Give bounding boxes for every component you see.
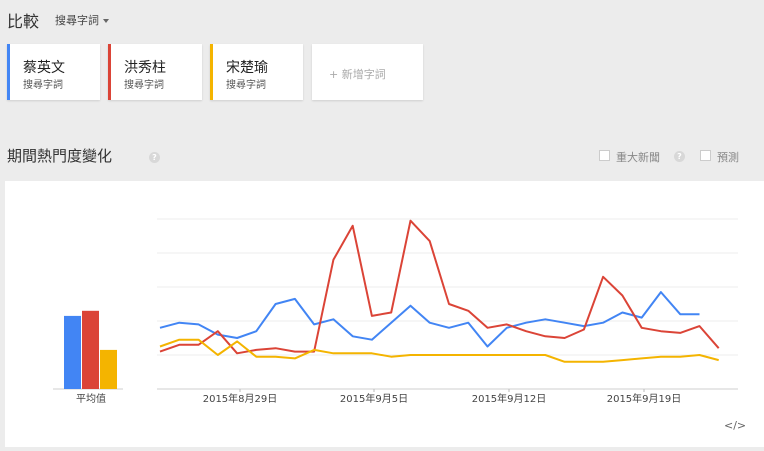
embed-code-icon[interactable]: </> <box>724 419 746 432</box>
term-name: 宋楚瑜 <box>226 60 268 76</box>
headlines-checkbox[interactable] <box>599 150 610 161</box>
average-bar <box>100 349 117 389</box>
compare-mode-dropdown[interactable]: 搜尋字詞 <box>55 12 109 28</box>
headlines-label: 重大新聞 <box>616 151 660 164</box>
average-bar <box>82 310 99 389</box>
x-tick-label: 2015年8月29日 <box>203 392 278 405</box>
term-type: 搜尋字詞 <box>226 80 266 91</box>
help-icon[interactable]: ? <box>674 151 685 162</box>
series-line-1 <box>159 291 700 348</box>
add-term-button[interactable]: + 新增字詞 <box>312 44 423 100</box>
average-bar <box>64 315 81 389</box>
term-type: 搜尋字詞 <box>23 80 63 91</box>
chart-panel: 平均值 2015年8月29日 2015年9月5日 2015年9月12日 2015年9月1… <box>5 181 764 447</box>
forecast-label: 預測 <box>717 151 739 164</box>
compare-title: 比較 <box>7 12 40 31</box>
chevron-down-icon <box>103 19 109 23</box>
term-color-bar <box>7 44 10 100</box>
series-line-2 <box>159 219 720 355</box>
x-tick-label: 2015年9月12日 <box>472 392 547 405</box>
average-label: 平均值 <box>76 392 106 405</box>
trend-chart: 平均值 2015年8月29日 2015年9月5日 2015年9月12日 2015年9月1… <box>53 218 746 432</box>
forecast-checkbox[interactable] <box>700 150 711 161</box>
help-icon[interactable]: ? <box>149 152 160 163</box>
series-line-3 <box>159 338 719 363</box>
x-tick-label: 2015年9月5日 <box>340 392 408 405</box>
term-name: 洪秀柱 <box>124 60 166 76</box>
term-color-bar <box>108 44 111 100</box>
term-card-2[interactable]: 洪秀柱 搜尋字詞 <box>108 44 202 100</box>
x-tick-label: 2015年9月19日 <box>607 392 682 405</box>
term-card-3[interactable]: 宋楚瑜 搜尋字詞 <box>210 44 303 100</box>
term-type: 搜尋字詞 <box>124 80 164 91</box>
term-name: 蔡英文 <box>23 60 65 76</box>
term-card-1[interactable]: 蔡英文 搜尋字詞 <box>7 44 100 100</box>
term-color-bar <box>210 44 213 100</box>
compare-mode-label: 搜尋字詞 <box>55 14 99 27</box>
section-title: 期間熱門度變化 <box>7 147 113 165</box>
add-term-label: + 新增字詞 <box>329 68 386 81</box>
